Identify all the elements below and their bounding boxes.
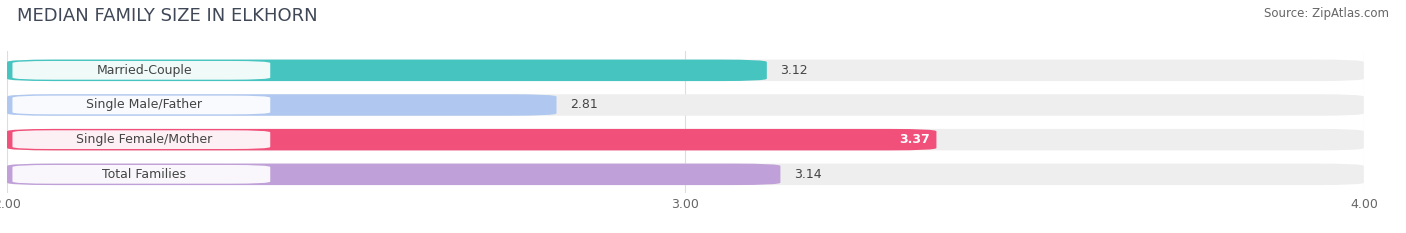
FancyBboxPatch shape bbox=[7, 164, 1364, 185]
Text: Single Female/Mother: Single Female/Mother bbox=[76, 133, 212, 146]
FancyBboxPatch shape bbox=[7, 60, 1364, 81]
Text: Single Male/Father: Single Male/Father bbox=[86, 99, 202, 112]
Text: 3.37: 3.37 bbox=[898, 133, 929, 146]
Text: 3.12: 3.12 bbox=[780, 64, 808, 77]
Text: Source: ZipAtlas.com: Source: ZipAtlas.com bbox=[1264, 7, 1389, 20]
FancyBboxPatch shape bbox=[13, 96, 270, 114]
Text: 3.14: 3.14 bbox=[794, 168, 821, 181]
Text: 2.81: 2.81 bbox=[569, 99, 598, 112]
Text: MEDIAN FAMILY SIZE IN ELKHORN: MEDIAN FAMILY SIZE IN ELKHORN bbox=[17, 7, 318, 25]
Text: Total Families: Total Families bbox=[103, 168, 186, 181]
FancyBboxPatch shape bbox=[7, 164, 780, 185]
FancyBboxPatch shape bbox=[13, 61, 270, 80]
FancyBboxPatch shape bbox=[7, 60, 766, 81]
FancyBboxPatch shape bbox=[7, 129, 1364, 151]
FancyBboxPatch shape bbox=[7, 129, 936, 151]
Text: Married-Couple: Married-Couple bbox=[96, 64, 191, 77]
FancyBboxPatch shape bbox=[7, 94, 1364, 116]
FancyBboxPatch shape bbox=[7, 94, 557, 116]
FancyBboxPatch shape bbox=[13, 165, 270, 184]
FancyBboxPatch shape bbox=[13, 130, 270, 149]
